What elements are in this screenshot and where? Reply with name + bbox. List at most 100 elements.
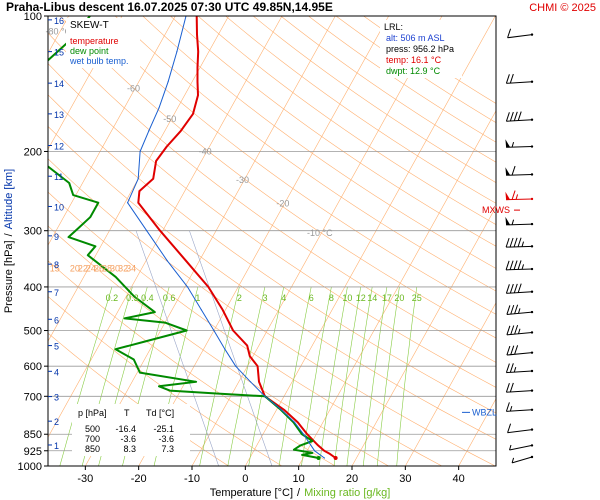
lrl-dwpt: dwpt: 12.9 °C <box>386 66 441 76</box>
barb-flag <box>513 111 518 121</box>
data-point <box>124 317 126 319</box>
dry-adiabat-label: 32 <box>118 263 128 273</box>
x-tick-label: 40 <box>453 473 465 485</box>
legend-wetbulb: wet bulb temp. <box>69 56 129 66</box>
data-point <box>197 94 199 96</box>
dry-adiabat-label: 28 <box>102 263 112 273</box>
data-point <box>207 286 209 288</box>
barb-base <box>530 331 534 334</box>
mixing-ratio-label: 17 <box>382 293 392 303</box>
data-point <box>200 309 202 311</box>
barb-flag <box>509 363 514 373</box>
altitude-tick-label: 9 <box>54 232 59 242</box>
table-cell: 8.3 <box>123 444 136 454</box>
barb-staff <box>506 223 533 226</box>
barb-half-flag <box>513 366 517 373</box>
mixing-ratio-label: 2 <box>237 293 242 303</box>
data-point <box>299 444 302 446</box>
data-point <box>72 194 74 196</box>
wind-barb <box>505 216 534 226</box>
data-point <box>293 449 295 451</box>
dry-adiabat-line <box>48 158 496 466</box>
barb-flag <box>511 190 516 200</box>
data-point <box>264 395 266 397</box>
data-point <box>246 345 248 347</box>
dry-adiabat-line <box>48 94 496 414</box>
x-tick-label: 0 <box>242 473 248 485</box>
barb-base <box>530 267 534 271</box>
barb-base <box>530 222 534 226</box>
legend-temperature: temperature <box>70 36 119 46</box>
barb-base <box>530 408 534 411</box>
table-cell: -3.6 <box>158 434 174 444</box>
data-point <box>306 433 308 435</box>
barb-flag <box>514 345 519 355</box>
data-point <box>232 329 234 332</box>
dry-adiabat-line <box>197 16 496 225</box>
table-cell: 850 <box>85 444 100 454</box>
y-tick-label: 850 <box>24 429 42 441</box>
lrl-alt: alt: 506 m ASL <box>386 33 445 43</box>
x-tick-label: 30 <box>399 473 411 485</box>
data-point <box>222 309 224 311</box>
table-cell: 700 <box>85 434 100 444</box>
x-tick-label: 10 <box>293 473 305 485</box>
lrl-temp: temp: 16.1 °C <box>386 55 442 65</box>
mixing-ratio-label: 12 <box>356 293 366 303</box>
barb-pennant <box>505 167 511 176</box>
data-point <box>215 392 217 395</box>
y-tick-label: 300 <box>24 226 42 238</box>
y-tick-label: 700 <box>24 391 42 403</box>
chart-title: Praha-Libus descent 16.07.2025 07:30 UTC… <box>6 0 333 14</box>
isotherm-label: -60 <box>127 83 140 93</box>
isotherm-line <box>48 16 176 246</box>
barb-staff <box>506 173 533 176</box>
x-tick-label: -10 <box>184 473 200 485</box>
table-cell: -3.6 <box>120 434 136 444</box>
data-point <box>249 381 252 383</box>
isotherm-line <box>85 16 336 466</box>
wind-barb <box>505 111 534 122</box>
barb-half-flag <box>521 264 525 270</box>
y-tick-label: 600 <box>24 361 42 373</box>
barb-base <box>530 428 534 431</box>
altitude-tick-label: 8 <box>54 260 59 270</box>
data-point <box>68 182 70 184</box>
barb-flag <box>509 260 514 270</box>
mixing-ratio-label: 6 <box>309 293 314 303</box>
y-tick-label: 925 <box>24 446 42 458</box>
data-point <box>115 276 117 278</box>
data-point <box>78 226 80 228</box>
legend: SKEW-T temperature dew point wet bulb te… <box>66 18 140 68</box>
dry-adiabat-line <box>48 191 443 466</box>
x-axis-mixing-label: Mixing ratio [g/kg] <box>304 487 390 499</box>
altitude-tick-label: 1 <box>54 441 59 451</box>
barb-flag <box>513 237 518 248</box>
barb-flag <box>505 383 510 393</box>
wind-barb <box>505 73 534 84</box>
barb-flag <box>509 382 514 393</box>
dry-adiabat-label: 22 <box>78 263 88 273</box>
data-point <box>137 202 139 204</box>
altitude-tick-label: 7 <box>54 288 59 298</box>
barb-flag <box>505 237 510 248</box>
data-point <box>164 322 166 324</box>
altitude-tick-label: 2 <box>54 417 59 427</box>
y-axis-altitude-label: Altitude [km] <box>3 169 15 230</box>
series-line-dew-point <box>48 16 319 459</box>
isotherm-label: -80 °C <box>46 27 72 37</box>
barb-flag <box>509 237 514 248</box>
wind-barb <box>507 28 534 39</box>
isotherm-line <box>405 302 496 466</box>
altitude-tick-label: 14 <box>54 79 64 89</box>
data-point <box>185 260 187 262</box>
data-point <box>127 202 129 204</box>
data-point <box>258 381 260 383</box>
data-point <box>197 51 199 53</box>
data-point <box>235 365 237 367</box>
isotherm-label: -30 <box>236 175 249 185</box>
barb-flag <box>506 345 511 356</box>
y-axis-pressure-label: Pressure [hPa] <box>3 240 15 313</box>
barb-base <box>530 389 534 392</box>
dry-adiabat-label: 24 <box>86 263 96 273</box>
